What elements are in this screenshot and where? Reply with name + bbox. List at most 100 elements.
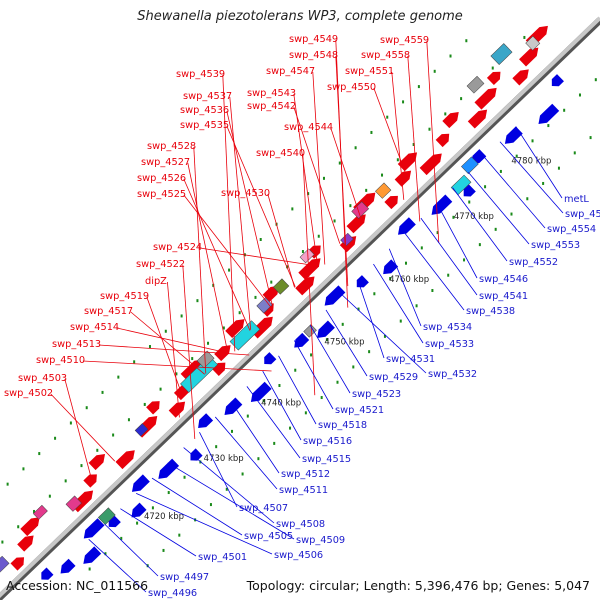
feature-box: [525, 35, 541, 51]
reverse-gene: [397, 217, 416, 235]
guide-dot: [341, 322, 344, 326]
guide-dot: [133, 360, 136, 364]
forward-gene: [384, 195, 398, 210]
forward-gene-label: swp_4514: [70, 322, 119, 333]
forward-gene: [435, 133, 450, 148]
ruler-label: 4740 kbp: [261, 398, 301, 408]
guide-dot: [383, 334, 386, 338]
label-leader: [330, 127, 363, 223]
guide-dot: [136, 521, 139, 525]
reverse-gene: [431, 194, 453, 215]
guide-dot: [310, 353, 313, 357]
label-leader: [104, 523, 159, 577]
feature-box: [375, 182, 392, 199]
guide-dot: [225, 487, 228, 491]
ruler-label: 4720 kbp: [144, 512, 184, 522]
guide-dot: [88, 567, 91, 571]
guide-dot: [386, 115, 389, 119]
forward-gene: [419, 153, 442, 176]
guide-dot: [373, 292, 376, 296]
guide-dot: [325, 338, 328, 342]
label-leader: [388, 248, 422, 327]
guide-dot: [478, 243, 481, 247]
guide-dot: [447, 273, 450, 277]
guide-dot: [484, 185, 487, 189]
guide-dot: [352, 365, 355, 369]
guide-dot: [307, 192, 310, 196]
label-leader: [302, 153, 316, 396]
guide-dot: [494, 227, 497, 231]
forward-gene-label: swp_4526: [137, 173, 186, 184]
guide-dot: [196, 299, 199, 303]
forward-gene: [512, 69, 529, 86]
guide-dot: [365, 188, 368, 192]
guide-dot: [396, 158, 399, 162]
forward-gene-label: swp_4558: [361, 50, 410, 61]
reverse-gene-label: swp_4531: [386, 354, 435, 365]
label-leader: [193, 146, 207, 374]
guide-dot: [381, 173, 384, 177]
forward-gene: [298, 258, 321, 280]
guide-dot: [526, 197, 529, 201]
label-leader: [373, 87, 408, 179]
reverse-gene: [356, 275, 369, 288]
guide-dot: [54, 436, 57, 440]
reverse-gene: [131, 502, 147, 518]
label-leader: [483, 156, 546, 229]
forward-gene: [397, 152, 418, 172]
guide-dot: [460, 97, 463, 101]
reverse-gene: [383, 259, 399, 275]
feature-box: [272, 278, 290, 295]
label-leader: [199, 432, 238, 508]
label-leader: [312, 71, 326, 265]
label-leader: [294, 340, 334, 410]
forward-gene-label: swp_4540: [256, 148, 305, 159]
label-leader: [187, 162, 229, 353]
guide-dot: [465, 39, 468, 43]
reverse-gene: [538, 103, 560, 124]
label-leader: [199, 247, 317, 267]
forward-gene-label: swp_4550: [327, 82, 376, 93]
forward-gene-label: swp_4527: [141, 157, 190, 168]
label-leader: [183, 178, 251, 331]
reverse-gene: [190, 448, 203, 461]
feature-box: [180, 355, 218, 393]
guide-dot: [162, 548, 165, 552]
reverse-gene-label: swp_4541: [479, 291, 528, 302]
reverse-gene-label: swp_4534: [423, 322, 472, 333]
feature-box: [303, 324, 317, 338]
guide-dot: [322, 176, 325, 180]
guide-dot: [354, 146, 357, 150]
guide-dot: [38, 452, 41, 456]
reverse-gene: [83, 518, 105, 539]
label-leader: [226, 110, 274, 309]
reverse-gene-label: swp_4555: [565, 209, 600, 220]
reverse-gene-label: swp_4553: [531, 240, 580, 251]
forward-gene-label: swp_4525: [137, 189, 186, 200]
label-leader: [468, 172, 530, 245]
guide-dot: [431, 288, 434, 292]
guide-dot: [207, 341, 210, 345]
reverse-gene-label: swp_4518: [318, 420, 367, 431]
guide-dot: [262, 399, 265, 403]
guide-dot: [257, 457, 260, 461]
guide-dot: [399, 319, 402, 323]
guide-dot: [112, 433, 115, 437]
feature-box: [490, 43, 513, 65]
guide-dot: [542, 181, 545, 185]
guide-dot: [428, 127, 431, 131]
forward-gene: [83, 474, 97, 488]
guide-dot: [415, 304, 418, 308]
forward-gene: [519, 47, 539, 67]
guide-dot: [320, 396, 323, 400]
forward-gene: [214, 345, 231, 362]
guide-dot: [33, 509, 36, 513]
ruler-label: 4750 kbp: [324, 337, 364, 347]
forward-gene-label: swp_4528: [147, 141, 196, 152]
label-leader: [357, 279, 385, 359]
feature-box: [450, 174, 472, 196]
forward-gene: [442, 112, 459, 129]
forward-gene-label: swp_4543: [247, 88, 296, 99]
guide-dot: [444, 112, 447, 116]
guide-dot: [120, 536, 123, 540]
